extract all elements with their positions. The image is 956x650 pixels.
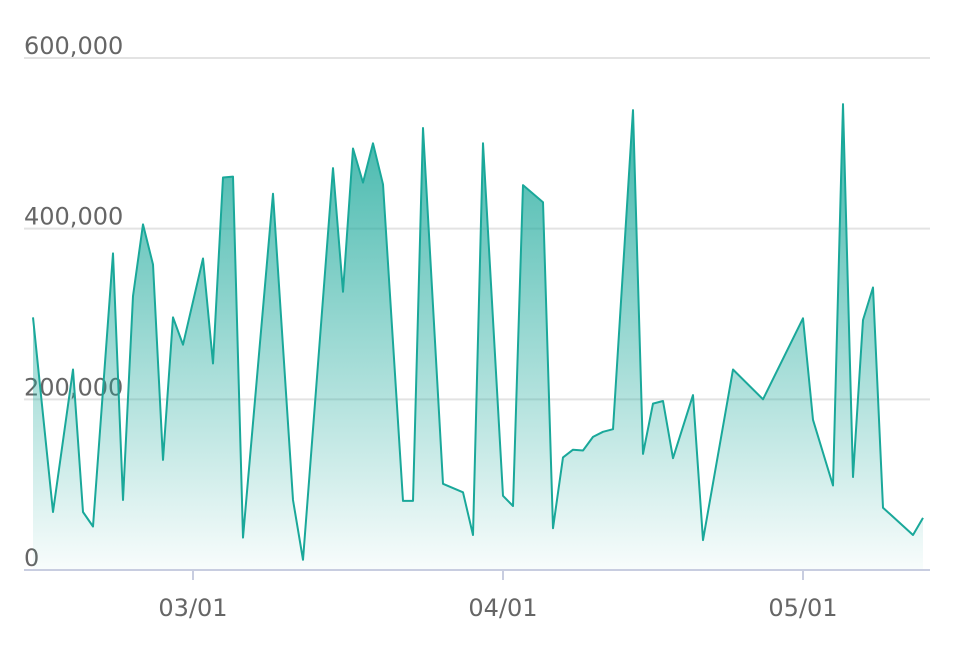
x-tick-label: 04/01: [468, 594, 537, 622]
area-fill: [33, 104, 923, 570]
area-line: [32, 103, 924, 561]
y-tick-label: 600,000: [24, 32, 123, 60]
x-tick-label: 03/01: [158, 594, 227, 622]
y-tick-label: 400,000: [24, 203, 123, 231]
x-tick-label: 05/01: [768, 594, 837, 622]
